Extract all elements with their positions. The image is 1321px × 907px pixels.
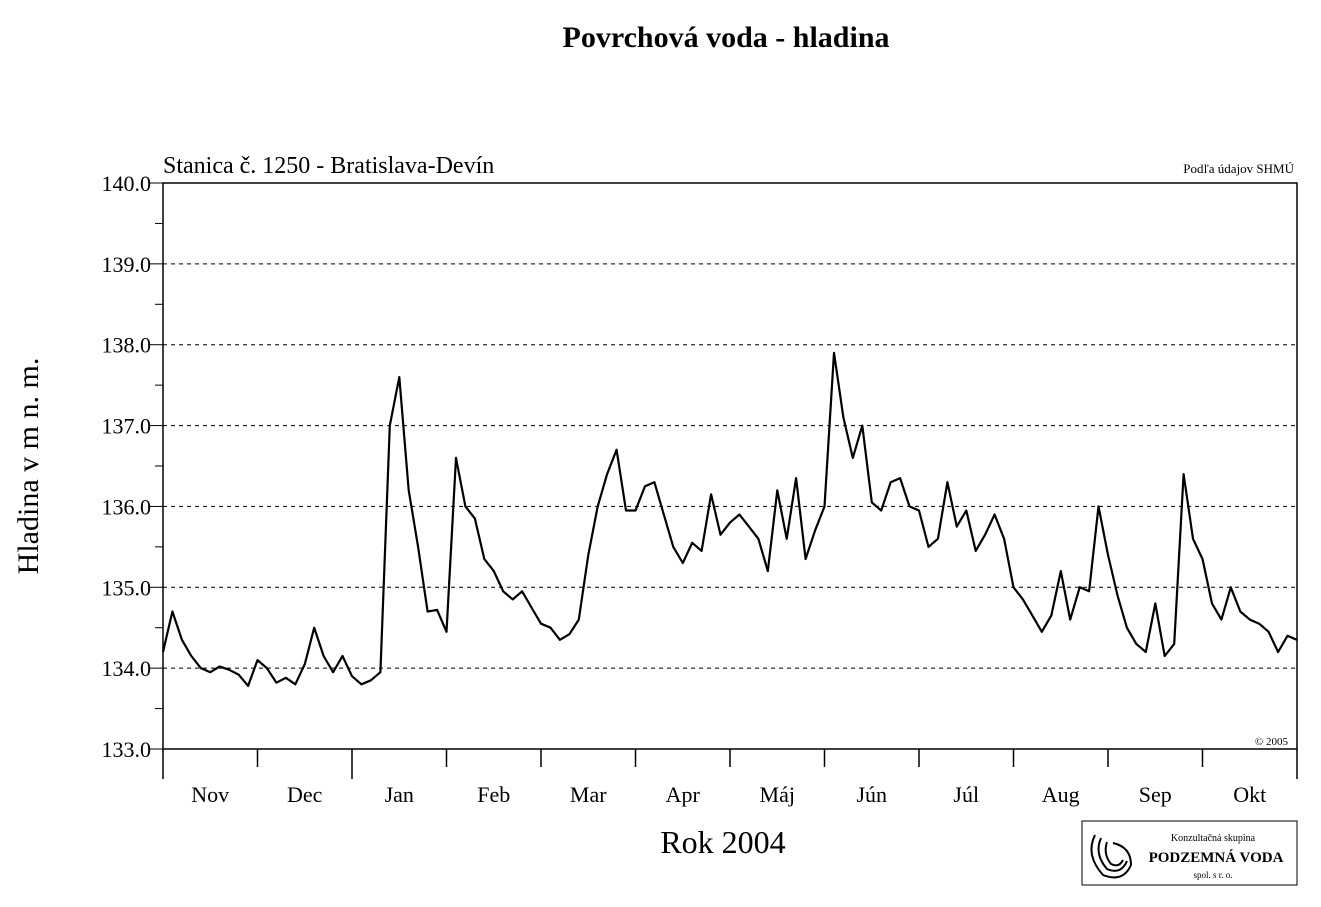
y-tick-label: 140.0: [102, 171, 152, 196]
y-tick-label: 136.0: [102, 494, 152, 519]
logo-line1: Konzultačná skupina: [1171, 833, 1256, 844]
x-tick-label: Aug: [1042, 782, 1080, 807]
y-axis-label: Hladina v m n. m.: [12, 358, 45, 575]
x-tick-label: Sep: [1139, 782, 1172, 807]
x-tick-label: Feb: [477, 782, 510, 807]
logo: Konzultačná skupina PODZEMNÁ VODA spol. …: [1081, 820, 1298, 886]
chart-title: Povrchová voda - hladina: [563, 21, 890, 54]
x-tick-label: Jún: [856, 782, 887, 807]
x-axis-label: Rok 2004: [660, 824, 785, 860]
data-line: [161, 351, 1298, 687]
x-tick-label: Jan: [385, 782, 414, 807]
x-tick-label: Mar: [570, 782, 607, 807]
logo-icon: [1090, 834, 1133, 879]
plot-frame: [162, 182, 1298, 750]
logo-line3: spol. s r. o.: [1193, 870, 1232, 880]
source: Podľa údajov SHMÚ: [1183, 161, 1294, 176]
y-tick-label: 138.0: [102, 333, 152, 358]
copyright: © 2005: [1255, 736, 1289, 748]
logo-box: [1081, 820, 1298, 886]
logo-line2: PODZEMNÁ VODA: [1149, 849, 1284, 866]
y-tick-label: 133.0: [102, 737, 152, 762]
x-tick-label: Apr: [666, 782, 701, 807]
x-tick-label: Júl: [953, 782, 979, 807]
x-tick-label: Nov: [191, 782, 229, 807]
x-tick-label: Okt: [1233, 782, 1266, 807]
y-tick-label: 135.0: [102, 575, 152, 600]
y-tick-label: 134.0: [102, 656, 152, 681]
y-tick-label: 137.0: [102, 414, 152, 439]
x-tick-label: Máj: [760, 782, 795, 807]
x-tick-label: Dec: [287, 782, 323, 807]
subtitle: Stanica č. 1250 - Bratislava-Devín: [163, 153, 494, 179]
y-tick-label: 139.0: [102, 252, 152, 277]
